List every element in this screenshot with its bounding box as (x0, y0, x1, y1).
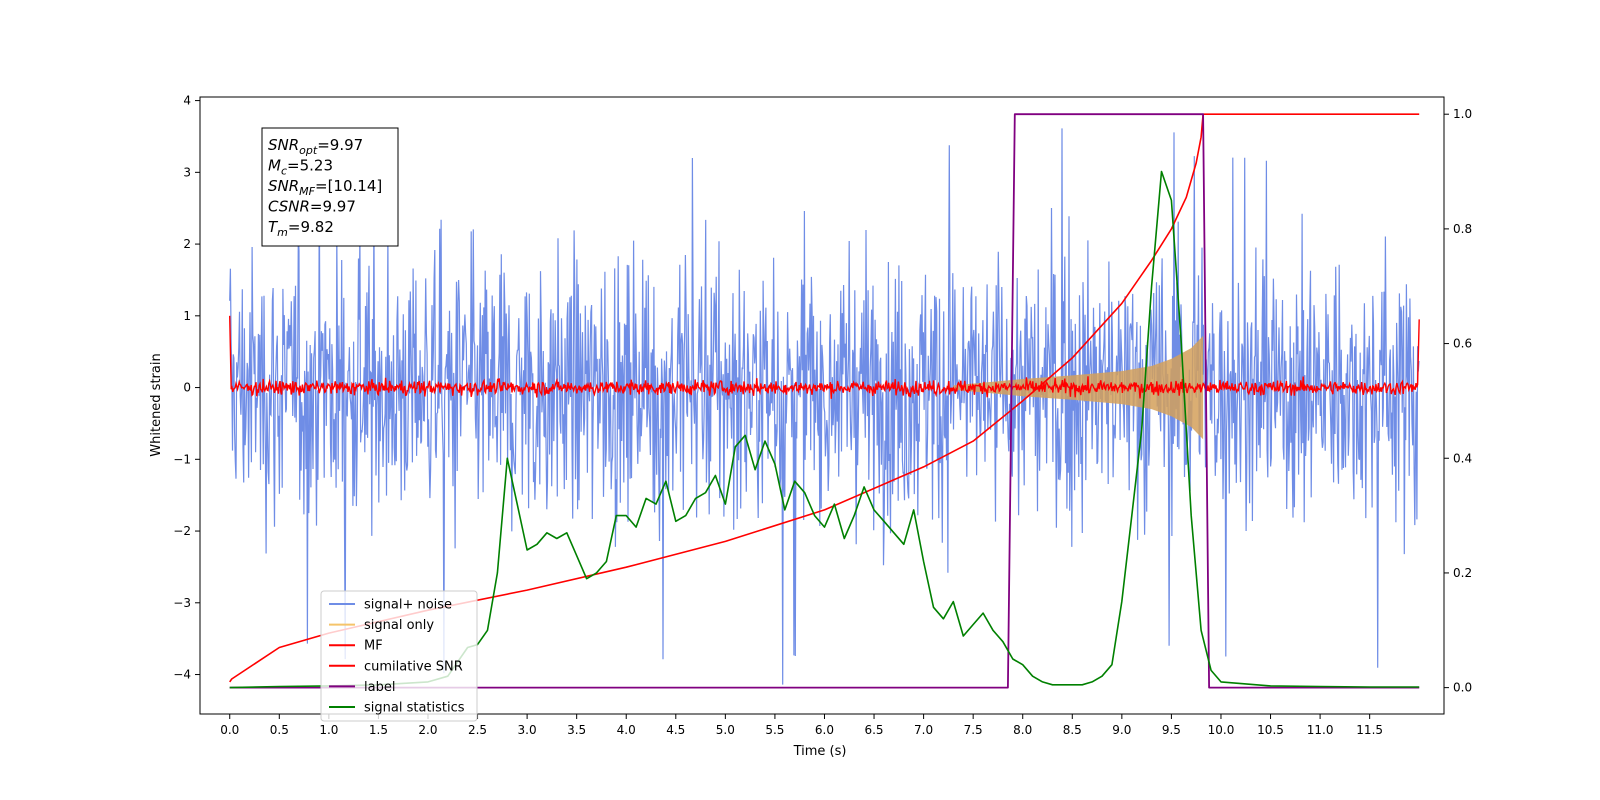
annotation-box: SNRopt=9.97Mc=5.23SNRMF=[10.14]CSNR=9.97… (261, 127, 399, 247)
y-tick-label: −2 (173, 524, 191, 538)
series-signal-noise (229, 128, 1420, 685)
x-axis-label: Time (s) (793, 744, 847, 759)
x-tick-label: 2.5 (468, 723, 487, 737)
x-tick-label: 8.0 (1013, 723, 1032, 737)
annotation-line: SNRMF=[10.14] (268, 177, 382, 198)
legend: signal+ noise signal only MF cumilative SNR… (320, 590, 478, 722)
y2-tick-label: 0.4 (1453, 451, 1472, 465)
x-tick-label: 7.5 (964, 723, 983, 737)
legend-label: signal statistics (364, 701, 465, 716)
x-tick-label: 8.5 (1063, 723, 1082, 737)
x-tick-label: 11.5 (1356, 723, 1383, 737)
legend-label: signal only (364, 618, 434, 633)
x-tick-label: 3.0 (518, 723, 537, 737)
x-tick-label: 5.0 (716, 723, 735, 737)
y2-tick-label: 0.8 (1453, 222, 1472, 236)
y-axis-right: 1.0 0.8 0.6 0.4 0.2 0.0 (1444, 107, 1472, 695)
series-mf (229, 315, 1420, 399)
x-tick-label: 3.5 (567, 723, 586, 737)
legend-frame (320, 590, 478, 722)
x-tick-label: 5.5 (765, 723, 784, 737)
y-tick-label: −1 (173, 452, 191, 466)
y-axis-label: Whitened strain (149, 353, 164, 456)
annotation-line: Mc=5.23 (268, 157, 333, 178)
x-tick-label: 0.0 (220, 723, 239, 737)
x-axis: 0.0 0.5 1.0 1.5 2.0 2.5 3.0 3.5 4.0 4.5 5.0 5.5 6.0 6… (220, 714, 1383, 737)
legend-label: MF (364, 639, 383, 654)
annotation-line: Tm=9.82 (268, 218, 334, 239)
legend-label: label (364, 680, 395, 695)
series-signal-only (953, 335, 1204, 440)
x-tick-label: 9.0 (1112, 723, 1131, 737)
y-tick-label: 1 (183, 309, 191, 323)
x-tick-label: 10.0 (1208, 723, 1235, 737)
x-tick-label: 6.5 (864, 723, 883, 737)
annotation-line: CSNR=9.97 (268, 198, 356, 216)
annotation-line: SNRopt=9.97 (268, 136, 363, 157)
legend-label: signal+ noise (364, 598, 452, 613)
y-tick-label: 2 (183, 237, 191, 251)
series-label (229, 113, 1420, 689)
y2-tick-label: 0.6 (1453, 337, 1472, 351)
y2-tick-label: 0.0 (1453, 681, 1472, 695)
x-tick-label: 9.5 (1162, 723, 1181, 737)
x-tick-label: 7.0 (914, 723, 933, 737)
y-tick-label: 3 (183, 165, 191, 179)
annotation-frame (261, 127, 399, 247)
y-tick-label: −4 (173, 668, 191, 682)
x-tick-label: 11.0 (1307, 723, 1334, 737)
x-tick-label: 1.0 (319, 723, 338, 737)
x-tick-label: 0.5 (270, 723, 289, 737)
y-tick-label: 0 (183, 381, 191, 395)
y-tick-label: 4 (183, 94, 191, 108)
x-tick-label: 1.5 (369, 723, 388, 737)
y2-tick-label: 1.0 (1453, 107, 1472, 121)
y-axis-left: 4 3 2 1 0 −1 −2 −3 −4 (173, 94, 200, 682)
x-tick-label: 2.0 (418, 723, 437, 737)
y2-tick-label: 0.2 (1453, 566, 1472, 580)
legend-label: cumilative SNR (364, 659, 463, 674)
x-tick-label: 4.0 (617, 723, 636, 737)
series-signal-statistics (229, 170, 1420, 689)
x-tick-label: 4.5 (666, 723, 685, 737)
y-tick-label: −3 (173, 596, 191, 610)
x-tick-label: 6.0 (815, 723, 834, 737)
plot-frame (199, 96, 1445, 715)
x-tick-label: 10.5 (1257, 723, 1284, 737)
